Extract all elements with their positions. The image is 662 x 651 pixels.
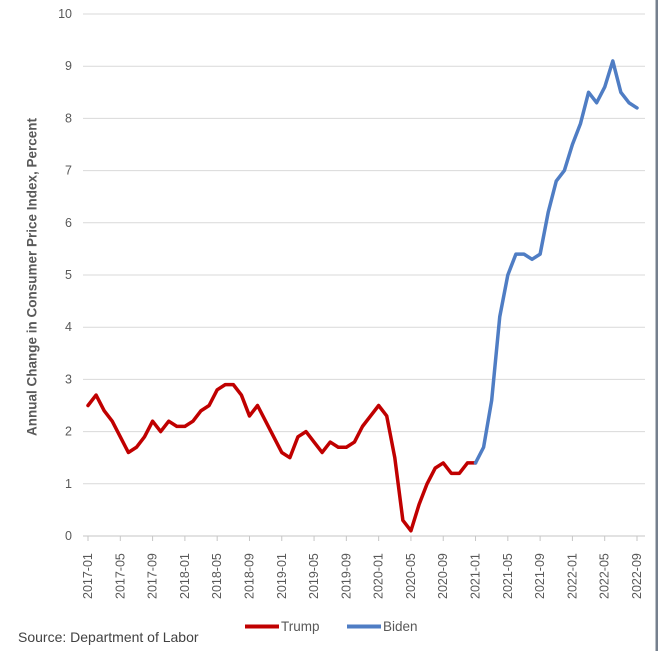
x-tick-label: 2021-09 bbox=[533, 553, 547, 599]
y-tick-label: 4 bbox=[65, 320, 72, 334]
y-tick-label: 5 bbox=[65, 268, 72, 282]
x-tick-label: 2020-09 bbox=[436, 553, 450, 599]
x-tick-label: 2019-01 bbox=[275, 553, 289, 599]
y-tick-label: 1 bbox=[65, 477, 72, 491]
x-tick-label: 2022-01 bbox=[565, 553, 579, 599]
legend: Trump Biden bbox=[245, 619, 418, 634]
x-tick-label: 2019-09 bbox=[339, 553, 353, 599]
y-tick-label: 8 bbox=[65, 111, 72, 125]
window-border-right bbox=[655, 0, 658, 651]
x-tick-label: 2021-05 bbox=[501, 553, 515, 599]
x-tick-label: 2020-01 bbox=[372, 553, 386, 599]
y-axis-title: Annual Change in Consumer Price Index, P… bbox=[25, 117, 40, 436]
x-tick-label: 2018-09 bbox=[242, 553, 256, 599]
y-tick-label: 3 bbox=[65, 372, 72, 386]
x-tick-label: 2020-05 bbox=[404, 553, 418, 599]
source-note: Source: Department of Labor bbox=[18, 629, 199, 645]
legend-label-trump: Trump bbox=[281, 619, 320, 634]
x-tick-label: 2021-01 bbox=[469, 553, 483, 599]
y-tick-label: 10 bbox=[58, 7, 72, 21]
x-tick-label: 2017-01 bbox=[81, 553, 95, 599]
legend-label-biden: Biden bbox=[383, 619, 418, 634]
x-tick-label: 2017-09 bbox=[146, 553, 160, 599]
x-tick-label: 2022-09 bbox=[630, 553, 644, 599]
x-tick-labels: 2017-01 2017-05 2017-09 2018-01 2018-05 2018-… bbox=[81, 553, 644, 599]
y-tick-label: 7 bbox=[65, 164, 72, 178]
y-tick-label: 0 bbox=[65, 529, 72, 543]
y-tick-labels: 0 1 2 3 4 5 6 7 8 9 10 bbox=[58, 7, 72, 543]
gridlines-layer bbox=[83, 13, 645, 485]
x-tick-label: 2018-01 bbox=[178, 553, 192, 599]
trump-series-line bbox=[86, 382, 478, 533]
x-tick-label: 2017-05 bbox=[113, 553, 127, 599]
series-lines-layer bbox=[86, 59, 639, 533]
biden-series-line bbox=[473, 59, 639, 465]
y-tick-label: 9 bbox=[65, 59, 72, 73]
x-tick-label: 2019-05 bbox=[307, 553, 321, 599]
x-axis-layer bbox=[83, 535, 645, 541]
y-tick-label: 6 bbox=[65, 216, 72, 230]
x-tick-label: 2022-05 bbox=[598, 553, 612, 599]
y-tick-label: 2 bbox=[65, 425, 72, 439]
x-tick-label: 2018-05 bbox=[210, 553, 224, 599]
